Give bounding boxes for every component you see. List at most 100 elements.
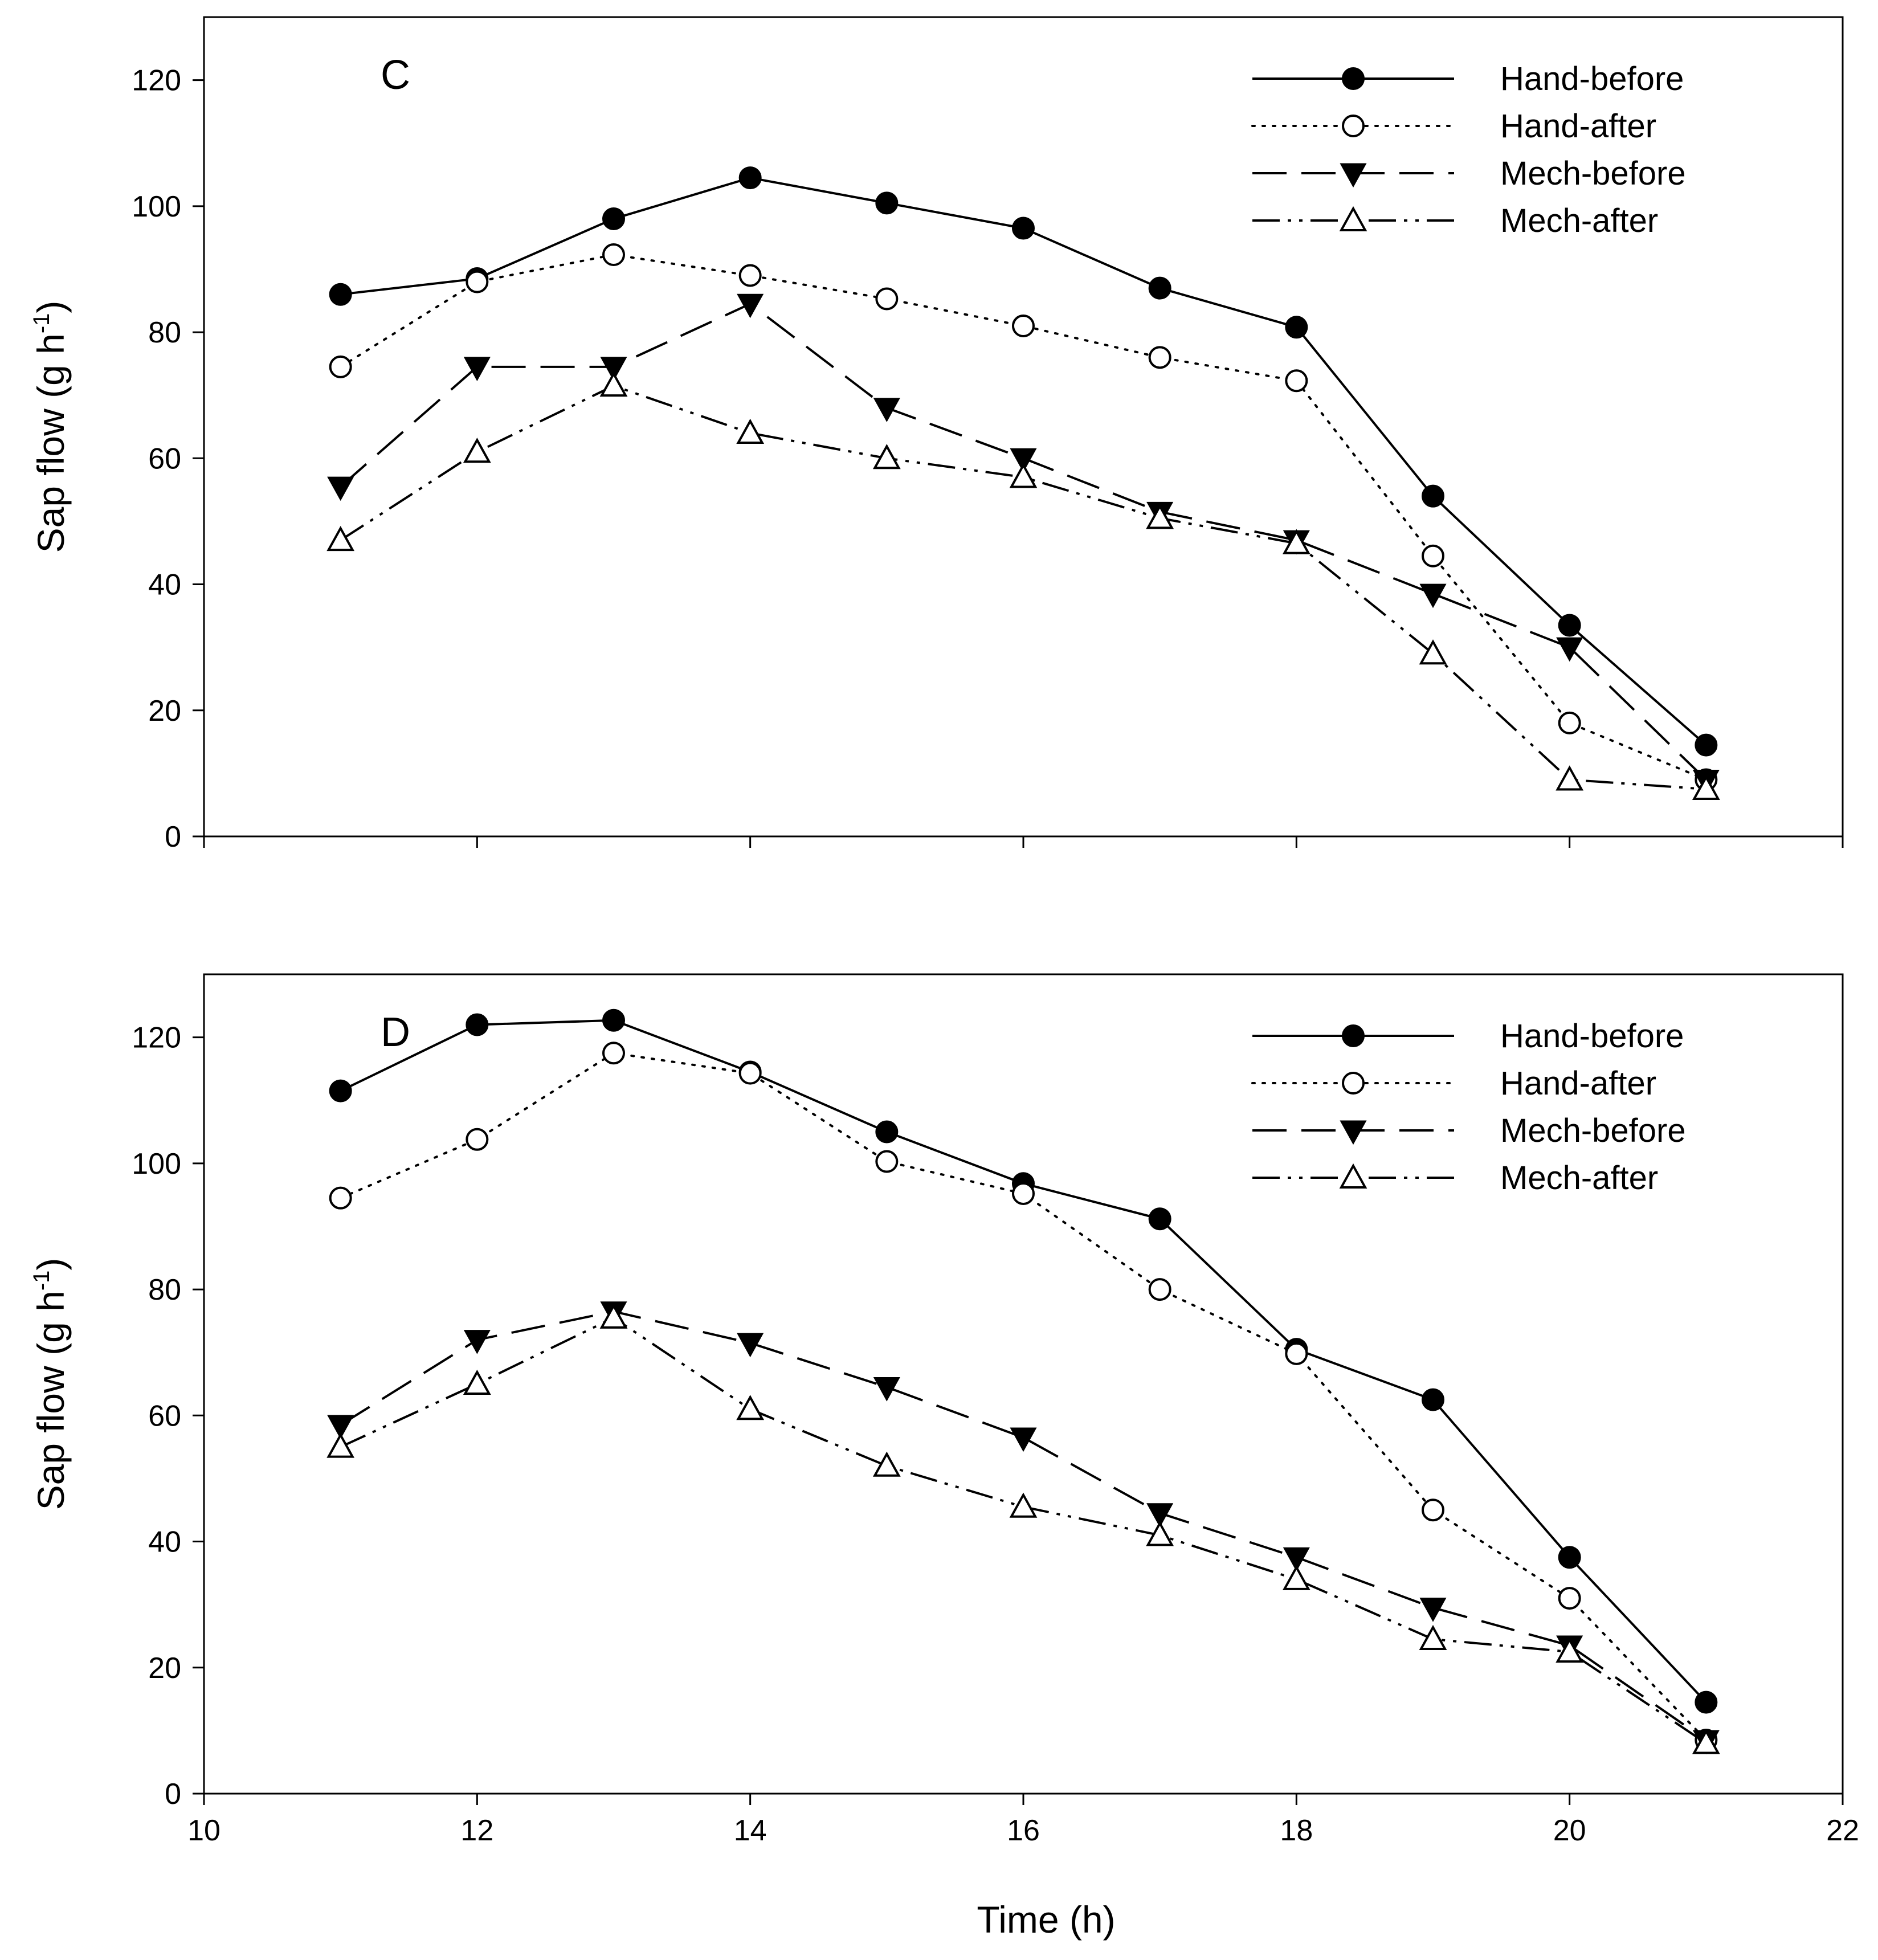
data-point [737,1333,764,1358]
data-point [1695,733,1718,757]
data-point [1010,448,1037,473]
data-point [1556,637,1583,662]
legend: Hand-before Hand-after Mech-before Mech-aft… [1251,1018,1686,1197]
data-point [466,270,489,293]
y-tick-label: 20 [148,1652,181,1685]
data-point [1558,1587,1581,1610]
data-point [875,191,899,215]
legend-label: Mech-after [1500,202,1658,239]
data-point [738,166,762,190]
panel-letter: D [381,1010,410,1055]
data-point [326,1432,355,1458]
data-point [602,1042,625,1065]
y-tick-label: 0 [165,1778,181,1811]
legend-label: Hand-before [1500,1018,1684,1055]
y-tick-label: 0 [165,820,181,854]
legend: Hand-before Hand-after Mech-before Mech-aft… [1251,60,1686,239]
data-point [1692,1729,1720,1754]
data-point [1010,1427,1037,1452]
legend-marker [1339,206,1367,231]
data-point [875,1120,899,1144]
data-point [1692,774,1720,801]
data-point [1148,276,1171,300]
data-point [602,1008,625,1032]
series-line [340,385,1706,791]
series-line [340,1316,1707,1745]
data-point [875,1150,899,1173]
data-point [1422,1498,1444,1522]
data-point [1285,369,1308,393]
data-point [1009,1492,1038,1518]
y-axis-title: Sap flow (g h-1) [29,1258,72,1510]
data-point [463,357,491,382]
x-tick-label: 18 [1280,1814,1313,1847]
data-point [329,1079,352,1102]
data-point [602,243,625,267]
data-point [326,525,355,552]
data-point [1146,504,1174,529]
y-tick-label: 60 [148,442,181,475]
x-axis-title: Time (h) [977,1898,1115,1941]
series-mech-after [326,371,1720,801]
series-mech-before [327,1301,1720,1755]
data-point [327,476,354,501]
y-tick-label: 100 [132,1148,181,1181]
y-tick-label: 120 [132,64,181,97]
y-tick-label: 60 [148,1399,181,1432]
data-point [463,438,491,463]
data-point [737,293,764,318]
data-point [736,418,765,444]
y-tick-label: 20 [148,695,181,728]
data-point [1558,1546,1581,1569]
legend-label: Hand-after [1500,1065,1656,1102]
data-point [599,1303,628,1329]
data-point [872,444,901,469]
data-point [1285,1342,1308,1365]
y-tick-label: 80 [148,316,181,349]
data-point [1012,315,1035,338]
series-line [340,303,1707,781]
legend-marker [1342,1024,1365,1047]
data-point [466,1128,489,1151]
data-point [1148,346,1171,369]
x-tick-label: 22 [1826,1814,1859,1847]
legend-label: Mech-after [1500,1159,1658,1197]
data-point [1556,765,1584,791]
series-line [340,1310,1707,1741]
data-point [466,1013,489,1036]
legend-marker [1340,1120,1367,1145]
data-point [1558,614,1581,637]
y-tick-label: 40 [148,569,181,602]
data-point [327,1415,354,1440]
y-axis-title: Sap flow (g h-1) [29,301,72,553]
data-point [1419,1624,1447,1650]
data-point [463,1330,491,1354]
series-mech-after [326,1303,1720,1754]
data-point [1148,1278,1171,1301]
data-point [1009,463,1038,488]
legend-marker [1339,1163,1367,1189]
legend-marker [1340,163,1367,188]
series-mech-before [327,293,1720,794]
y-tick-label: 120 [132,1022,181,1055]
legend-label: Hand-after [1500,108,1656,145]
data-point [738,264,762,287]
data-point [1283,1547,1310,1572]
series-hand-before [329,166,1718,757]
data-point [1012,217,1035,240]
legend-label: Mech-before [1500,155,1686,192]
data-point [736,1395,765,1420]
data-point [1282,1565,1310,1590]
data-point [1419,583,1447,609]
data-point [1558,711,1581,734]
panel-c-chart: 0 20 40 60 80 100 120 Sap flow (g h-1) C Hand-bef… [29,16,1844,854]
x-tick-label: 20 [1553,1814,1586,1847]
y-tick-label: 80 [148,1273,181,1306]
data-point [873,398,900,422]
legend-label: Mech-before [1500,1112,1686,1149]
legend-label: Hand-before [1500,60,1684,97]
data-point [738,1061,762,1085]
legend-marker [1342,1072,1365,1095]
data-point [1422,484,1444,508]
